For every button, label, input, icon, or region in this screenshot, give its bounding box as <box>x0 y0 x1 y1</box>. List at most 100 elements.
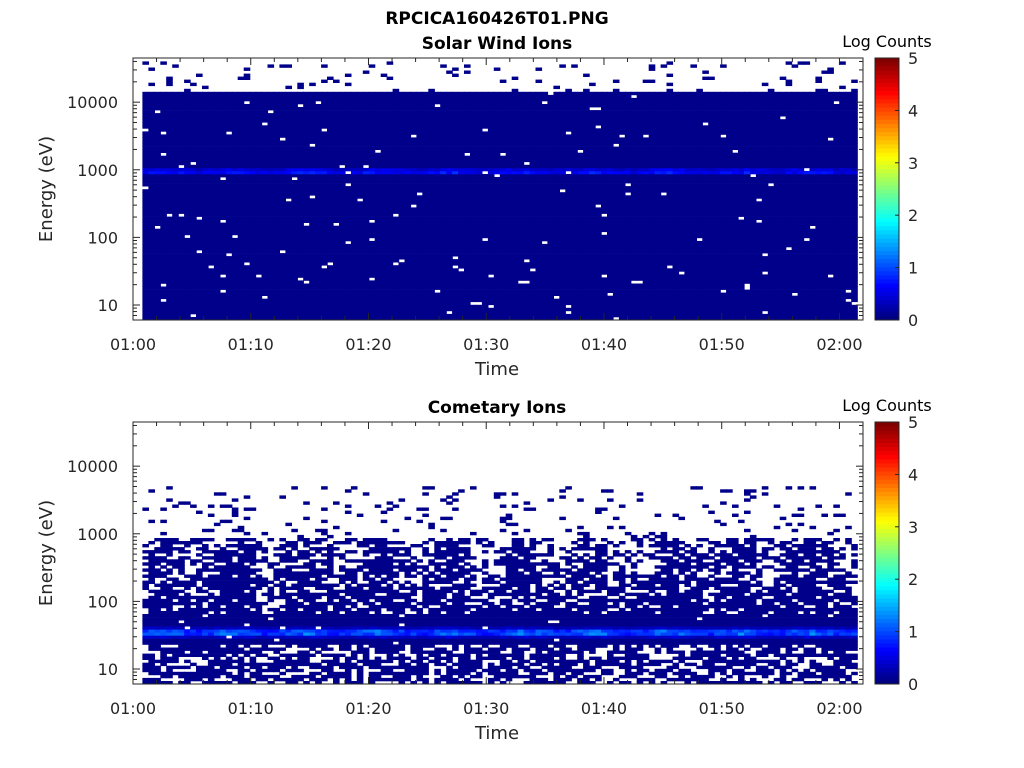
heatmap-cell <box>154 180 161 184</box>
heatmap-cell <box>481 274 489 278</box>
heatmap-cell <box>148 152 155 157</box>
heatmap-cell <box>517 231 525 236</box>
heatmap-cell <box>303 170 310 175</box>
heatmap-cell <box>398 298 406 303</box>
heatmap-cell <box>440 250 447 254</box>
heatmap-cell <box>285 289 292 293</box>
heatmap-cell <box>333 237 340 242</box>
heatmap-cell <box>291 216 298 220</box>
heatmap-cell <box>487 158 495 163</box>
heatmap-cell <box>267 243 275 248</box>
heatmap-cell <box>231 110 239 114</box>
heatmap-cell <box>309 240 316 245</box>
heatmap-cell <box>213 183 221 187</box>
heatmap-cell <box>231 286 239 290</box>
heatmap-cell <box>380 183 388 187</box>
heatmap-cell <box>339 189 346 193</box>
heatmap-cell <box>362 243 370 248</box>
heatmap-cell <box>440 186 447 190</box>
heatmap-cell <box>339 128 346 132</box>
heatmap-cell <box>279 195 286 199</box>
heatmap-cell <box>398 131 406 135</box>
heatmap-cell <box>464 164 471 169</box>
heatmap-cell <box>535 79 543 83</box>
heatmap-cell <box>475 231 483 236</box>
heatmap-cell <box>398 107 406 111</box>
heatmap-cell <box>458 317 465 321</box>
heatmap-cell <box>416 158 423 163</box>
heatmap-cell <box>487 134 495 138</box>
heatmap-cell <box>333 125 340 129</box>
heatmap-cell <box>243 240 251 245</box>
heatmap-cell <box>511 198 519 202</box>
heatmap-cell <box>404 113 412 117</box>
heatmap-cell <box>452 189 459 193</box>
heatmap-cell <box>398 158 406 163</box>
heatmap-cell <box>386 216 394 220</box>
heatmap-cell <box>487 189 495 193</box>
heatmap-cell <box>142 277 149 281</box>
heatmap-cell <box>505 155 513 160</box>
heatmap-cell <box>523 91 531 96</box>
heatmap-cell <box>404 222 412 226</box>
heatmap-cell <box>535 283 543 287</box>
heatmap-cell <box>243 243 251 248</box>
heatmap-cell <box>392 301 400 306</box>
heatmap-cell <box>529 216 537 220</box>
heatmap-cell <box>523 183 531 187</box>
heatmap-cell <box>166 158 173 163</box>
heatmap-cell <box>517 274 525 278</box>
heatmap-cell <box>231 298 239 303</box>
heatmap-cell <box>231 189 239 193</box>
heatmap-cell <box>517 310 525 315</box>
heatmap-cell <box>303 149 310 153</box>
heatmap-cell <box>523 274 531 278</box>
heatmap-cell <box>303 213 310 217</box>
heatmap-cell <box>243 143 251 147</box>
heatmap-cell <box>368 183 376 187</box>
heatmap-cell <box>261 152 269 157</box>
heatmap-cell <box>470 161 477 166</box>
heatmap-cell <box>517 283 525 287</box>
heatmap-cell <box>172 265 179 269</box>
heatmap-cell <box>422 243 429 248</box>
heatmap-cell <box>303 146 310 150</box>
heatmap-cell <box>160 125 167 129</box>
heatmap-cell <box>219 189 227 193</box>
heatmap-cell <box>249 231 257 236</box>
heatmap-cell <box>184 210 191 214</box>
heatmap-cell <box>380 307 388 312</box>
heatmap-cell <box>434 259 441 263</box>
heatmap-cell <box>517 286 525 290</box>
heatmap-cell <box>505 149 513 153</box>
heatmap-cell <box>243 94 251 99</box>
heatmap-cell <box>303 283 310 287</box>
heatmap-cell <box>374 216 382 220</box>
heatmap-cell <box>327 225 334 230</box>
heatmap-cell <box>410 243 417 248</box>
heatmap-cell <box>237 292 245 296</box>
heatmap-cell <box>321 116 328 120</box>
heatmap-cell <box>249 137 257 141</box>
heatmap-cell <box>142 286 149 290</box>
heatmap-cell <box>160 256 167 260</box>
heatmap-cell <box>309 122 316 126</box>
heatmap-cell <box>464 155 471 160</box>
heatmap-cell <box>416 183 423 187</box>
heatmap-cell <box>249 113 257 117</box>
heatmap-cell <box>291 286 298 290</box>
heatmap-cell <box>196 113 203 117</box>
heatmap-cell <box>219 97 227 102</box>
heatmap-cell <box>261 161 269 166</box>
heatmap-cell <box>475 204 483 208</box>
heatmap-cell <box>279 222 286 226</box>
heatmap-cell <box>249 301 257 306</box>
heatmap-cell <box>207 155 215 160</box>
heatmap-cell <box>464 268 471 272</box>
heatmap-cell <box>267 143 275 147</box>
heatmap-cell <box>356 247 364 251</box>
heatmap-cell <box>458 134 465 138</box>
heatmap-cell <box>231 131 239 135</box>
heatmap-cell <box>148 262 155 266</box>
heatmap-cell <box>315 301 322 306</box>
